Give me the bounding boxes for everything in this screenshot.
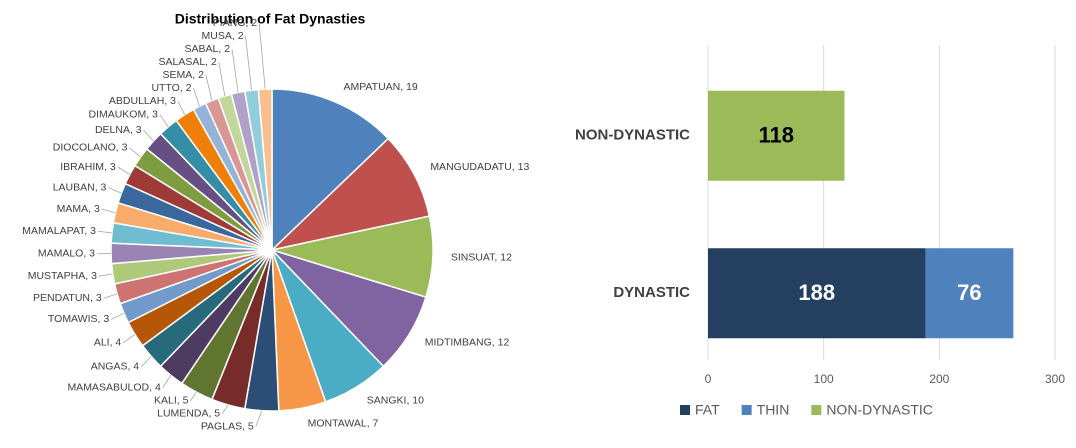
data-label: TOMAWIS, 3 <box>48 313 109 325</box>
data-label: AMPATUAN, 19 <box>343 81 417 93</box>
legend-label: NON-DYNASTIC <box>826 402 933 418</box>
data-label: LUMENDA, 5 <box>157 407 220 419</box>
data-label: MANGUDADATU, 13 <box>430 161 529 173</box>
data-label: 188 <box>798 280 835 305</box>
data-label: ANGAS, 4 <box>91 361 140 373</box>
x-tick-label: 300 <box>1045 372 1065 386</box>
data-label: ALI, 4 <box>94 337 122 349</box>
data-label: PIANG, 2 <box>213 17 258 29</box>
chart-title: Distribution of Fat Dynasties <box>175 11 366 27</box>
legend-label: FAT <box>695 402 720 418</box>
data-label: SEMA, 2 <box>163 69 205 81</box>
data-label: SANGKI, 10 <box>367 395 424 407</box>
leader-line <box>222 405 228 414</box>
data-label: MUSTAPHA, 3 <box>28 270 97 282</box>
data-label: PENDATUN, 3 <box>33 292 102 304</box>
y-tick-label: DYNASTIC <box>613 284 690 301</box>
data-label: LAUBAN, 3 <box>53 181 107 193</box>
data-label: IBRAHIM, 3 <box>60 161 116 173</box>
data-label: MIDTIMBANG, 12 <box>425 337 510 349</box>
legend-swatch <box>742 405 752 415</box>
data-label: SALASAL, 2 <box>158 56 217 68</box>
data-label: MAMASABULOD, 4 <box>67 381 161 393</box>
leader-line <box>232 49 238 92</box>
x-tick-label: 100 <box>814 372 834 386</box>
x-tick-label: 0 <box>705 372 712 386</box>
leader-line <box>144 130 154 141</box>
leader-line <box>108 188 121 194</box>
leader-line <box>246 36 252 90</box>
legend-swatch <box>680 405 690 415</box>
data-label: MONTAWAL, 7 <box>308 418 379 430</box>
data-label: DIOCOLANO, 3 <box>53 142 128 154</box>
legend-label: THIN <box>757 402 790 418</box>
leader-line <box>259 23 265 89</box>
leader-line <box>141 356 151 367</box>
data-label: PAGLAS, 5 <box>201 420 254 432</box>
leader-line <box>111 313 124 319</box>
data-label: UTTO, 2 <box>151 82 191 94</box>
data-label: MUSA, 2 <box>202 30 244 42</box>
legend-swatch <box>811 405 821 415</box>
y-tick-label: NON-DYNASTIC <box>575 127 690 144</box>
x-tick-label: 200 <box>929 372 949 386</box>
data-label: MAMA, 3 <box>57 203 100 215</box>
leader-line <box>98 231 112 233</box>
leader-line <box>123 334 135 342</box>
data-label: MAMALO, 3 <box>38 248 95 260</box>
data-label: MAMALAPAT, 3 <box>22 225 96 237</box>
leader-line <box>99 274 113 276</box>
leader-line <box>206 75 212 100</box>
data-label: ABDULLAH, 3 <box>109 95 176 107</box>
data-label: DIMAUKOM, 3 <box>88 108 158 120</box>
data-label: KALI, 5 <box>154 394 189 406</box>
leader-line <box>102 209 116 213</box>
leader-line <box>163 375 171 387</box>
data-label: 118 <box>758 123 794 148</box>
leader-line <box>256 411 262 427</box>
leader-line <box>160 115 168 127</box>
leader-line <box>118 167 130 175</box>
leader-line <box>190 392 196 400</box>
leader-line <box>104 294 117 298</box>
leader-line <box>219 62 225 96</box>
leader-line <box>129 148 140 157</box>
leader-line <box>178 101 185 114</box>
data-label: 76 <box>957 280 981 305</box>
data-label: SINSUAT, 12 <box>451 251 512 263</box>
data-label: DELNA, 3 <box>95 124 142 136</box>
data-label: SABAL, 2 <box>185 43 231 55</box>
leader-line <box>194 88 200 106</box>
